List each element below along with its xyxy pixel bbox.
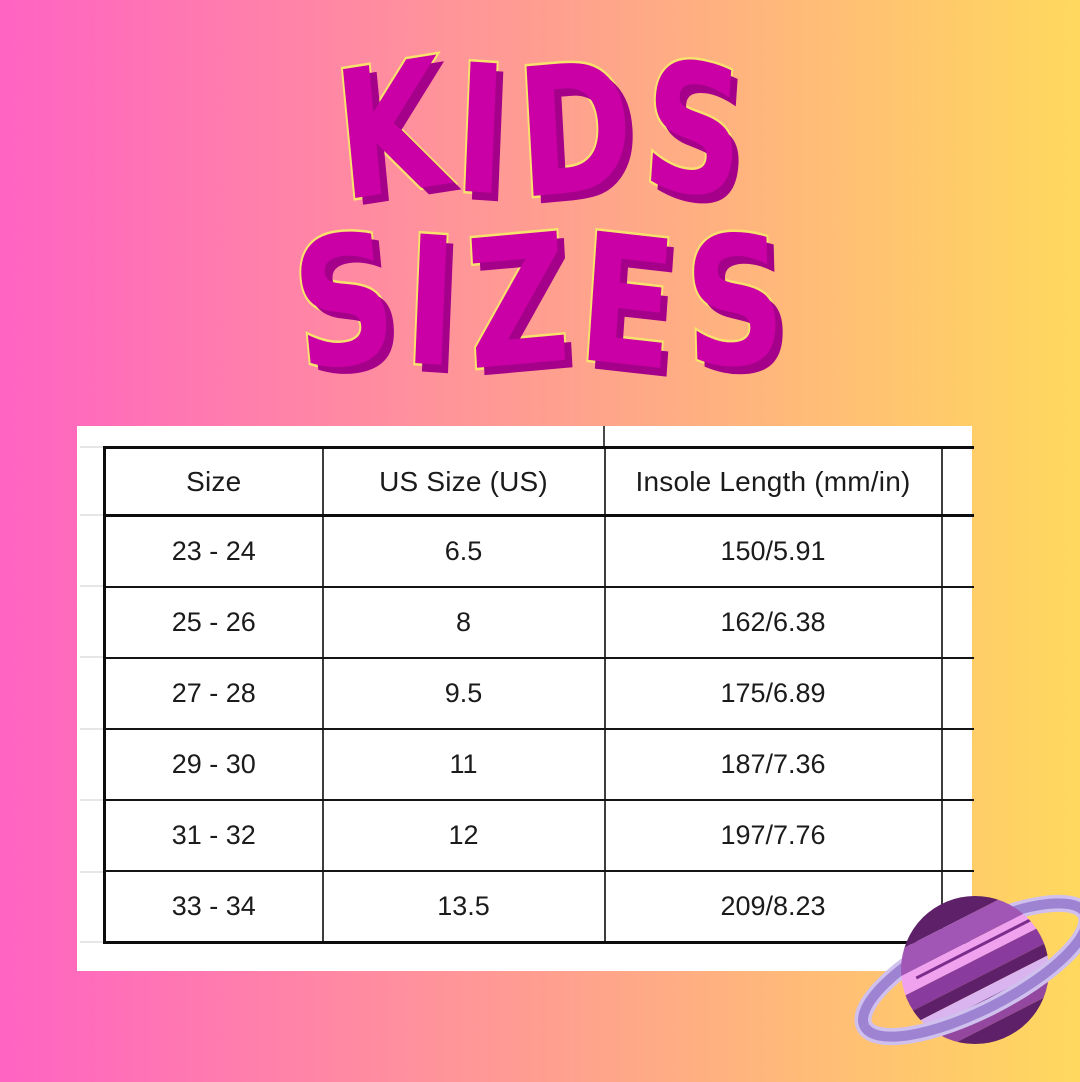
cell-size: 27 - 28: [104, 658, 324, 730]
cell-us-size: 12: [322, 800, 606, 872]
saturn-planet-icon: [854, 894, 1080, 1046]
table-row: 31 - 32 12 197/7.76: [104, 800, 974, 872]
title-letter: S: [283, 189, 406, 414]
table-row: 33 - 34 13.5 209/8.23: [104, 871, 974, 943]
cell-us-size: 6.5: [322, 515, 606, 588]
cell-empty: [941, 587, 974, 659]
cell-us-size: 9.5: [322, 658, 606, 730]
cell-us-size: 13.5: [322, 871, 606, 943]
size-chart-table: Size US Size (US) Insole Length (mm/in) …: [103, 446, 974, 944]
gridline-stub: [80, 799, 103, 801]
gridline-stub: [80, 871, 103, 873]
cell-empty: [941, 658, 974, 730]
gridline-stub: [80, 728, 103, 730]
title-letter: I: [399, 195, 463, 410]
title-letter: S: [680, 194, 790, 410]
column-header-insole-length: Insole Length (mm/in): [604, 447, 943, 517]
title-letter: E: [571, 191, 684, 412]
cell-insole-length: 209/8.23: [604, 871, 943, 943]
table-header-row: Size US Size (US) Insole Length (mm/in): [104, 447, 974, 517]
cell-insole-length: 175/6.89: [604, 658, 943, 730]
column-header-empty: [941, 447, 974, 517]
cell-empty: [941, 515, 974, 588]
cell-empty: [941, 729, 974, 801]
cell-size: 31 - 32: [104, 800, 324, 872]
size-chart-panel: Size US Size (US) Insole Length (mm/in) …: [77, 426, 974, 971]
gridline-stub: [80, 941, 103, 943]
table-row: 23 - 24 6.5 150/5.91: [104, 515, 974, 588]
table-row: 29 - 30 11 187/7.36: [104, 729, 974, 801]
table-row: 27 - 28 9.5 175/6.89: [104, 658, 974, 730]
cell-size: 29 - 30: [104, 729, 324, 801]
cell-insole-length: 197/7.76: [604, 800, 943, 872]
cell-empty: [941, 800, 974, 872]
cell-insole-length: 150/5.91: [604, 515, 943, 588]
column-header-size: Size: [104, 447, 324, 517]
cell-size: 23 - 24: [104, 515, 324, 588]
size-chart-body: 23 - 24 6.5 150/5.91 25 - 26 8 162/6.38 27 - 2…: [104, 515, 974, 943]
title-letter: Z: [460, 192, 576, 412]
cell-insole-length: 187/7.36: [604, 729, 943, 801]
cell-size: 25 - 26: [104, 587, 324, 659]
cell-insole-length: 162/6.38: [604, 587, 943, 659]
gridline-stub: [80, 514, 103, 516]
cell-size: 33 - 34: [104, 871, 324, 943]
table-row: 25 - 26 8 162/6.38: [104, 587, 974, 659]
column-header-us-size: US Size (US): [322, 447, 606, 517]
cell-us-size: 11: [322, 729, 606, 801]
cell-us-size: 8: [322, 587, 606, 659]
gridline-stub: [80, 656, 103, 658]
gridline-stub: [80, 446, 103, 448]
gridline-stub-vertical: [603, 426, 605, 447]
gridline-stub: [80, 585, 103, 587]
